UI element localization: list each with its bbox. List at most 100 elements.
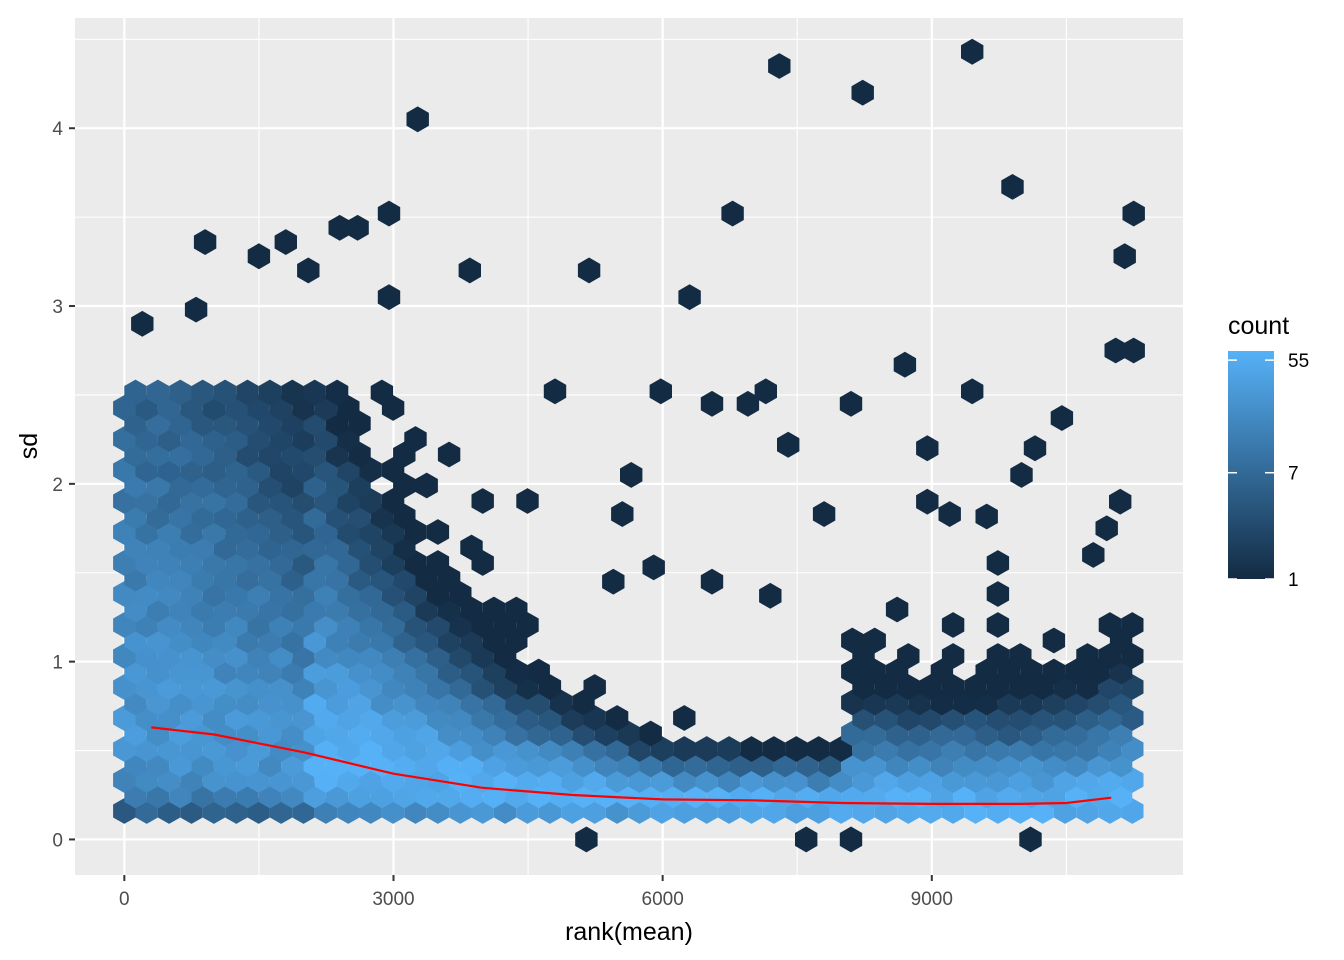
hex-bin (281, 379, 304, 406)
hex-bin (236, 379, 259, 406)
hex-bin (807, 736, 830, 762)
hex-bin (839, 390, 863, 417)
hex-bin (673, 736, 696, 762)
hex-bin (404, 426, 427, 452)
hex-bin (863, 627, 886, 654)
hex-bin (191, 379, 214, 406)
hex-bin (1082, 542, 1105, 568)
hex-bin (1042, 658, 1066, 685)
hex-bin (1001, 174, 1024, 200)
hex-bin (1010, 462, 1033, 488)
hex-bin (1042, 627, 1066, 654)
hex-bin (762, 736, 786, 762)
hex-bin (975, 503, 998, 530)
hex-bin (897, 643, 920, 669)
hex-bin (213, 379, 237, 406)
x-tick-label: 3000 (372, 889, 414, 910)
hex-bin (740, 736, 763, 762)
hex-bin (736, 390, 760, 417)
hex-bin (916, 488, 939, 515)
hex-bin (768, 53, 791, 79)
hex-bin (184, 296, 208, 323)
hex-bin (274, 229, 297, 255)
hex-bin (1050, 405, 1074, 431)
hex-bin (700, 390, 724, 417)
axes: 0 3000 6000 9000 0 1 2 3 4 (52, 119, 953, 910)
hex-bin (777, 431, 800, 458)
hex-bin (754, 378, 777, 405)
hex-bin (527, 658, 550, 685)
hex-bin (605, 705, 629, 731)
hex-bin (649, 378, 672, 405)
hex-bin (795, 826, 818, 853)
y-tick-label: 1 (52, 653, 63, 674)
hex-bin (258, 379, 282, 406)
y-tick-label: 2 (52, 475, 63, 496)
hex-bin (505, 596, 528, 623)
y-axis-title: sd (15, 433, 43, 459)
hex-bin (193, 229, 217, 255)
legend-label: 1 (1288, 570, 1299, 591)
hex-bin (938, 501, 961, 527)
hex-bin (717, 736, 741, 762)
hex-bin (673, 705, 696, 731)
hex-bin (1113, 243, 1136, 270)
hex-bin (885, 596, 909, 623)
hex-bin (325, 379, 349, 406)
hex-bin (1076, 643, 1099, 669)
hex-bin (1098, 612, 1122, 638)
x-axis-title: rank(mean) (565, 918, 693, 946)
hex-bin (695, 736, 718, 762)
hex-bin (377, 200, 401, 227)
hex-bin (377, 284, 401, 311)
hex-bin (602, 568, 625, 595)
legend-label: 7 (1288, 464, 1299, 485)
hex-bin (678, 284, 701, 311)
legend-label: 55 (1288, 351, 1309, 372)
hex-bin (437, 441, 461, 468)
hex-bin (426, 519, 450, 545)
hex-bin (961, 378, 984, 405)
hex-bin (620, 462, 643, 488)
hex-bin (893, 351, 917, 378)
hex-bin (471, 488, 494, 514)
hex-bin (642, 554, 665, 581)
y-tick-label: 0 (52, 830, 63, 851)
hex-bin (482, 596, 506, 623)
hex-bin (721, 200, 744, 227)
hex-bin (986, 612, 1010, 638)
hex-bin (841, 627, 864, 654)
hex-bin (986, 550, 1010, 576)
hex-bin (986, 581, 1010, 607)
hex-bin (1121, 612, 1144, 638)
hex-bin (146, 379, 170, 406)
hex-bin (986, 643, 1010, 669)
hex-bin (700, 568, 724, 595)
hex-bin (583, 674, 606, 700)
y-tick-label: 3 (52, 297, 63, 318)
hex-bin (370, 379, 394, 406)
hex-layer (113, 38, 1145, 853)
legend: count 55 7 1 (1228, 312, 1309, 591)
hex-bin (1122, 200, 1145, 227)
hex-bin (1109, 488, 1132, 515)
hex-bin (1023, 435, 1047, 462)
hex-bin (812, 501, 836, 527)
hex-bin (303, 379, 326, 406)
hex-bin (759, 582, 782, 609)
hex-bin (460, 534, 483, 561)
hex-bin (406, 106, 429, 133)
hex-bin (1104, 337, 1127, 364)
x-tick-label: 0 (119, 889, 130, 910)
hex-bin (1095, 515, 1118, 542)
hex-bin (941, 643, 965, 669)
hex-bin (346, 214, 369, 241)
hex-bin (543, 378, 567, 405)
hex-bin (1122, 337, 1145, 364)
hex-bin (639, 720, 662, 747)
hex-bin (1019, 826, 1042, 853)
hex-bin (916, 435, 939, 462)
hex-bin (247, 243, 271, 270)
